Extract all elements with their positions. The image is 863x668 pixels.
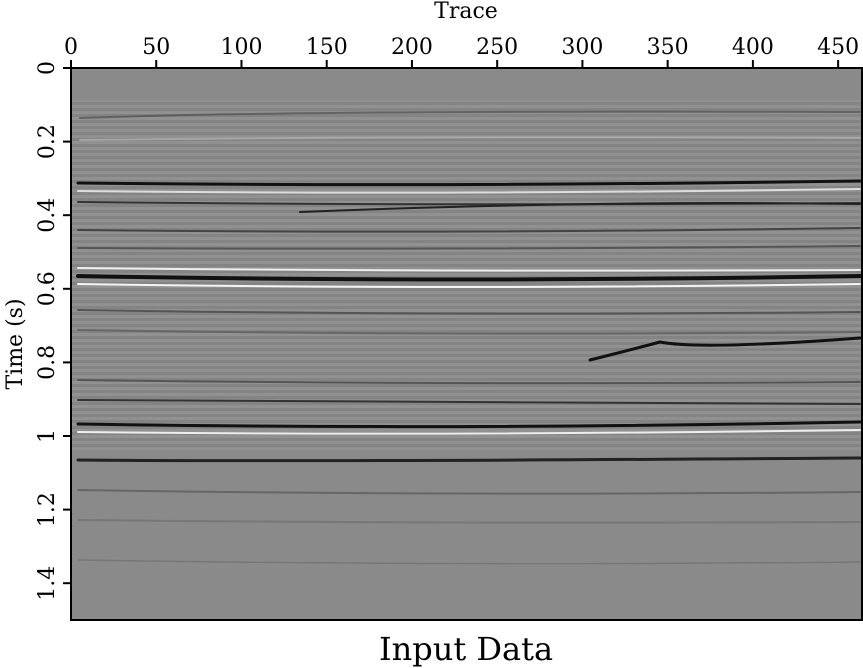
x-tick-label: 150 <box>306 35 348 60</box>
y-tick-label: 0.6 <box>35 271 60 306</box>
y-tick-label: 1.4 <box>35 566 60 601</box>
y-tick-label: 0 <box>35 61 60 75</box>
texture <box>71 100 862 450</box>
x-tick-label: 200 <box>391 35 433 60</box>
seismic-panel <box>70 67 863 621</box>
x-tick-label: 250 <box>476 35 518 60</box>
y-tick-label: 0.4 <box>35 198 60 233</box>
y-axis-label: Time (s) <box>3 298 28 389</box>
x-tick-label: 50 <box>142 35 170 60</box>
reflectors <box>76 110 862 565</box>
x-tick-label: 350 <box>647 35 689 60</box>
x-tick-label: 450 <box>817 35 859 60</box>
x-tick-label: 0 <box>64 35 78 60</box>
frame <box>70 67 863 621</box>
y-tick-label: 1 <box>35 429 60 443</box>
x-axis-label: Trace <box>434 0 498 24</box>
chart-title: Input Data <box>379 630 553 668</box>
y-tick-label: 0.2 <box>35 124 60 159</box>
x-tick-label: 400 <box>732 35 774 60</box>
y-tick-label: 1.2 <box>35 492 60 527</box>
y-tick-label: 0.8 <box>35 345 60 380</box>
x-tick-label: 300 <box>561 35 603 60</box>
x-tick-label: 100 <box>220 35 262 60</box>
